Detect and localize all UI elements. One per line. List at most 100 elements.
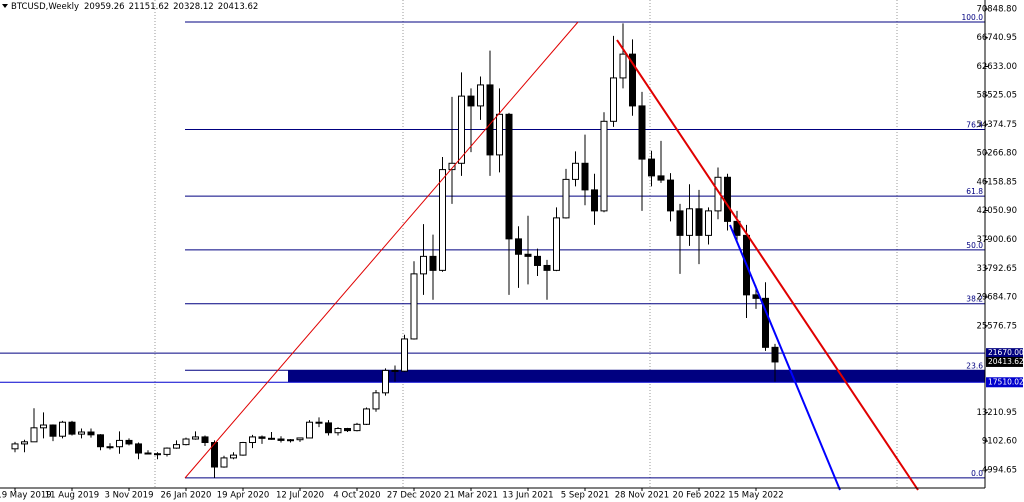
candle-body bbox=[515, 238, 522, 255]
x-tick-label: 19 Apr 2020 bbox=[217, 491, 270, 501]
x-tick-label: 15 May 2022 bbox=[728, 491, 783, 501]
candle-body bbox=[344, 428, 351, 432]
candle-body bbox=[458, 95, 465, 164]
candle-body bbox=[125, 439, 133, 445]
candle-body bbox=[277, 438, 285, 441]
candle-body bbox=[11, 443, 19, 450]
candle-body bbox=[163, 447, 171, 455]
candle-body bbox=[648, 158, 655, 177]
candle-body bbox=[382, 369, 389, 394]
candle-body bbox=[591, 189, 598, 212]
candle-body bbox=[353, 423, 361, 432]
candle-body bbox=[638, 105, 646, 160]
last-price-label: 20413.62 bbox=[988, 357, 1024, 366]
candle-body bbox=[429, 255, 437, 271]
chart-header: BTCUSD,Weekly 20959.26 21151.62 20328.12 204… bbox=[11, 2, 258, 12]
header-low: 20328.12 bbox=[173, 2, 214, 12]
candle-body bbox=[619, 53, 627, 79]
levels: 100.0 76.4 61.8 50.0 38.2 23.6 0.0 bbox=[0, 13, 985, 479]
y-tick-label: 66740.95 bbox=[976, 33, 1017, 43]
candle-body bbox=[733, 220, 741, 236]
candle-body bbox=[543, 264, 551, 271]
x-tick-label: 26 Jan 2020 bbox=[161, 491, 212, 501]
support-zone bbox=[288, 370, 985, 383]
x-tick-label: 3 Nov 2019 bbox=[104, 491, 153, 501]
candle-body bbox=[296, 437, 304, 441]
trendline bbox=[184, 21, 579, 479]
header-close: 20413.62 bbox=[218, 2, 259, 12]
candle-body bbox=[201, 436, 209, 444]
candle-body bbox=[629, 53, 636, 107]
y-tick-label: 33792.65 bbox=[976, 264, 1017, 274]
y-tick-label: 46158.85 bbox=[976, 177, 1017, 187]
candle-body bbox=[230, 454, 237, 459]
last-price-box bbox=[986, 356, 1023, 367]
candle-body bbox=[182, 438, 190, 446]
y-tick-label: 54374.75 bbox=[976, 120, 1017, 130]
x-tick-label: 28 Nov 2021 bbox=[615, 491, 669, 501]
candle-body bbox=[135, 443, 142, 454]
fib-label: 0.0 bbox=[971, 469, 983, 478]
candle-body bbox=[752, 294, 760, 299]
candle-body bbox=[249, 436, 256, 444]
chart-title: BTCUSD,Weekly bbox=[11, 2, 79, 12]
candle-body bbox=[239, 442, 247, 456]
candle-body bbox=[705, 210, 712, 236]
price-box bbox=[986, 377, 1023, 388]
candle-body bbox=[762, 297, 769, 348]
candle-body bbox=[220, 457, 228, 468]
price-box-label: 17510.02 bbox=[988, 377, 1024, 386]
candle-body bbox=[553, 217, 560, 271]
candle-body bbox=[686, 208, 693, 236]
candle-body bbox=[306, 421, 313, 439]
candle-body bbox=[211, 442, 218, 468]
candle-body bbox=[486, 84, 494, 156]
candle-body bbox=[610, 77, 617, 122]
candle-body bbox=[287, 439, 294, 442]
candle-body bbox=[59, 421, 66, 437]
candle-body bbox=[372, 392, 380, 410]
candle-body bbox=[116, 439, 123, 448]
candle-body bbox=[581, 162, 589, 191]
candle-body bbox=[40, 424, 47, 429]
candle-body bbox=[363, 408, 370, 425]
candle-body bbox=[87, 431, 95, 436]
candle-body bbox=[68, 421, 76, 435]
candle-body bbox=[695, 208, 703, 236]
fib-label: 50.0 bbox=[966, 241, 983, 250]
candle-body bbox=[268, 437, 275, 440]
candle-body bbox=[30, 427, 38, 443]
candle-body bbox=[391, 369, 399, 372]
candle-body bbox=[315, 421, 323, 424]
candle-body bbox=[505, 113, 513, 240]
trendline bbox=[616, 39, 919, 491]
trendlines bbox=[184, 21, 919, 491]
candle-body bbox=[420, 255, 427, 275]
y-tick-label: 25576.75 bbox=[976, 321, 1017, 331]
candle-body bbox=[657, 175, 665, 181]
candle-body bbox=[106, 446, 114, 449]
candle-body bbox=[477, 84, 484, 107]
x-tick-label: 19 May 2019 bbox=[0, 491, 52, 501]
x-tick-label: 21 Mar 2021 bbox=[444, 491, 498, 501]
candle-body bbox=[325, 422, 332, 434]
candle-body bbox=[562, 178, 570, 219]
candle-body bbox=[173, 444, 180, 449]
candle-body bbox=[467, 95, 475, 107]
fib-label: 76.4 bbox=[966, 121, 983, 130]
candle-body bbox=[97, 434, 104, 448]
axes: 21670.00 17510.02 20413.62 70848.80 66740.95… bbox=[0, 5, 1024, 501]
y-tick-label: 37900.60 bbox=[976, 235, 1017, 245]
candle-body bbox=[334, 428, 342, 434]
candle-body bbox=[78, 431, 85, 435]
trendline bbox=[729, 224, 841, 491]
candle-body bbox=[21, 441, 28, 445]
fib-label: 23.6 bbox=[966, 361, 983, 370]
candle-body bbox=[534, 255, 541, 266]
candle-body bbox=[524, 253, 532, 257]
candle-body bbox=[439, 169, 446, 271]
y-tick-label: 58525.05 bbox=[976, 91, 1017, 101]
